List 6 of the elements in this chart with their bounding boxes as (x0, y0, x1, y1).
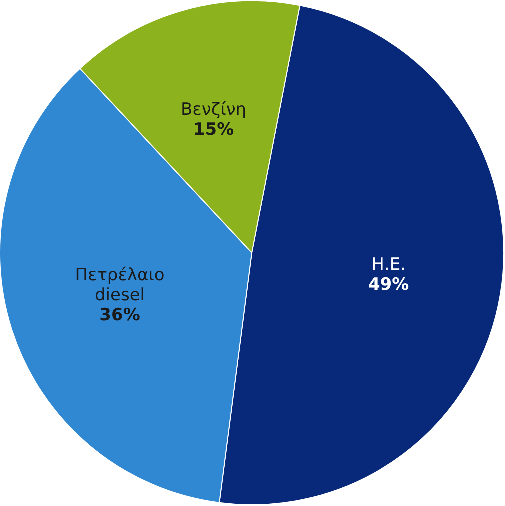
slice-label: Πετρέλαιο diesel (75, 265, 165, 306)
data-label: 15% (193, 119, 234, 140)
slice-label: Η.Ε. (372, 254, 406, 275)
slice-label: Βενζίνη (180, 99, 247, 120)
data-label: 36% (100, 305, 140, 326)
data-label: 49% (368, 274, 410, 295)
